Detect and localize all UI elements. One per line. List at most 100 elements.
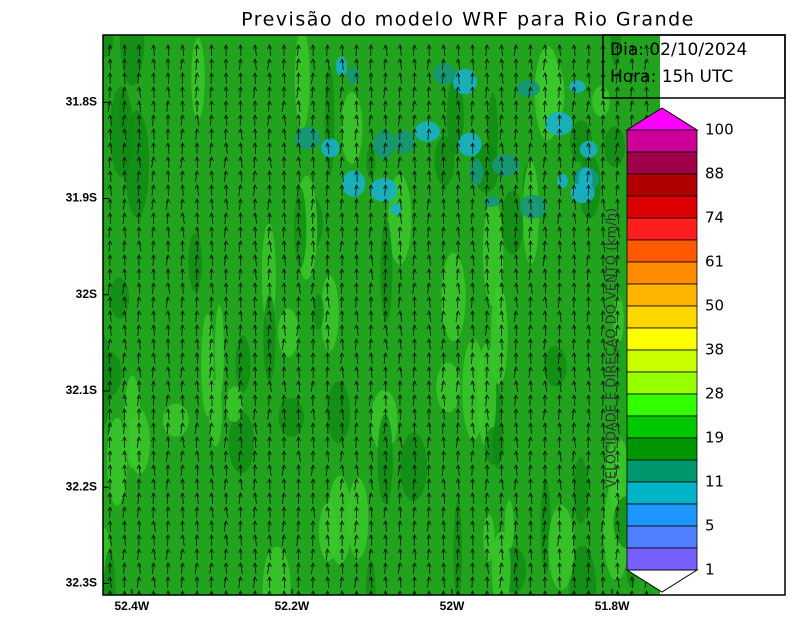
info-box bbox=[602, 34, 786, 99]
speed-patch bbox=[321, 138, 340, 158]
colorbar-band bbox=[626, 217, 698, 241]
speed-patch bbox=[214, 305, 224, 397]
frame bbox=[102, 34, 786, 596]
y-tick-label: 32.2S bbox=[66, 479, 97, 493]
speed-patch bbox=[482, 198, 504, 306]
speed-patch bbox=[347, 477, 369, 559]
speed-patch bbox=[327, 476, 352, 565]
speed-patch bbox=[109, 277, 130, 319]
colorbar-band bbox=[626, 547, 698, 571]
colorbar-band bbox=[626, 195, 698, 219]
colorbar-band bbox=[626, 481, 698, 505]
speed-patch bbox=[377, 413, 393, 505]
speed-patch bbox=[188, 232, 203, 292]
colorbar-band bbox=[626, 129, 698, 153]
speed-patch bbox=[610, 35, 622, 67]
speed-patch bbox=[573, 457, 588, 524]
y-tick-label: 31.8S bbox=[66, 95, 97, 109]
speed-patch bbox=[469, 158, 484, 186]
colorbar-bottom bbox=[625, 569, 699, 593]
y-tick-label: 32.3S bbox=[66, 576, 97, 590]
speed-patch bbox=[335, 56, 347, 77]
speed-patch bbox=[103, 351, 122, 397]
colorbar-band bbox=[626, 239, 698, 263]
wind-arrows bbox=[107, 44, 649, 595]
colorbar-label: VELOCIDADE E DIREÇÃO DO VENTO (km/h) bbox=[604, 208, 620, 488]
colorbar-band bbox=[626, 283, 698, 307]
speed-patch bbox=[462, 338, 485, 440]
colorbar-tick-label: 38 bbox=[705, 341, 724, 359]
speed-patch bbox=[326, 381, 351, 444]
speed-patch bbox=[490, 285, 508, 385]
speed-patch bbox=[484, 426, 505, 465]
speed-patch bbox=[373, 129, 395, 159]
colorbar-band bbox=[626, 393, 698, 417]
speed-patch bbox=[294, 35, 310, 130]
colorbar-band bbox=[626, 503, 698, 527]
speed-patch bbox=[436, 362, 461, 413]
colorbar-tick-label: 88 bbox=[705, 165, 724, 183]
speed-patch bbox=[320, 275, 339, 351]
colorbar-band bbox=[626, 437, 698, 461]
y-tick-label: 32.1S bbox=[66, 383, 97, 397]
colorbar-tick-label: 61 bbox=[705, 253, 724, 271]
colorbar-band bbox=[626, 173, 698, 197]
speed-patch bbox=[519, 194, 547, 219]
wind-field bbox=[103, 35, 660, 595]
speed-patch bbox=[579, 141, 598, 158]
colorbar-band bbox=[626, 415, 698, 439]
speed-patch bbox=[543, 346, 567, 387]
colorbar-band bbox=[626, 371, 698, 395]
speed-patch bbox=[516, 80, 541, 97]
y-tick-label: 31.9S bbox=[66, 191, 97, 205]
colorbar-band bbox=[626, 349, 698, 373]
y-tick-label: 32S bbox=[76, 287, 97, 301]
speed-patch bbox=[103, 35, 114, 58]
speed-patch bbox=[613, 296, 624, 344]
speed-patch bbox=[545, 111, 573, 136]
speed-patch bbox=[592, 86, 611, 117]
x-tick-label: 52W bbox=[440, 599, 465, 613]
colorbar-band bbox=[626, 305, 698, 329]
colorbar-tick-label: 74 bbox=[705, 209, 724, 227]
colorbar-tick-label: 5 bbox=[705, 517, 715, 535]
speed-patch bbox=[457, 132, 482, 157]
speed-patch bbox=[491, 531, 511, 595]
colorbar-tick-label: 19 bbox=[705, 429, 724, 447]
speed-patch bbox=[446, 77, 464, 155]
speed-patch bbox=[191, 37, 205, 120]
speed-patch bbox=[347, 67, 360, 84]
time: Hora: 15h UTC bbox=[610, 67, 733, 87]
speed-patch bbox=[369, 178, 398, 202]
speed-patch bbox=[390, 203, 402, 216]
speed-patch bbox=[434, 135, 455, 186]
colorbar-tick-label: 11 bbox=[705, 473, 724, 491]
speed-patch bbox=[294, 187, 307, 269]
speed-patch bbox=[226, 386, 243, 423]
colorbar-band bbox=[626, 261, 698, 285]
speed-patch bbox=[501, 190, 524, 255]
speed-patch bbox=[483, 196, 500, 207]
speed-patch bbox=[294, 126, 321, 150]
colorbar-tick-label: 28 bbox=[705, 385, 724, 403]
colorbar-band bbox=[626, 327, 698, 351]
speed-patch bbox=[606, 437, 630, 503]
x-tick-label: 51.8W bbox=[595, 599, 630, 613]
speed-patch bbox=[235, 335, 251, 392]
speed-patch bbox=[342, 170, 366, 197]
colorbar-band bbox=[626, 151, 698, 175]
x-tick-label: 52.4W bbox=[114, 599, 149, 613]
colorbar-band bbox=[626, 525, 698, 549]
date: Dia: 02/10/2024 bbox=[610, 40, 747, 60]
speed-patch bbox=[162, 403, 189, 437]
speed-patch bbox=[540, 478, 551, 575]
speed-patch bbox=[341, 92, 363, 164]
speed-patch bbox=[366, 145, 376, 179]
speed-patch bbox=[604, 126, 625, 168]
speed-patch bbox=[393, 130, 416, 154]
speed-patch bbox=[491, 154, 520, 176]
speed-patch bbox=[201, 313, 214, 416]
speed-patch bbox=[548, 505, 575, 590]
speed-patch bbox=[569, 80, 586, 93]
